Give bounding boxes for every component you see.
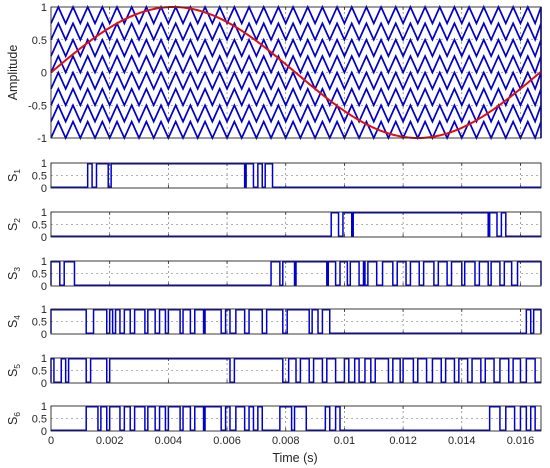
y-tick-label: -0.5 [28, 100, 47, 112]
axes-frame [50, 211, 542, 238]
y-axis-label-S3: S3 [6, 267, 22, 280]
y-tick-label: 1 [41, 207, 47, 219]
x-tick-label: 0.012 [389, 435, 417, 447]
carrier-7 [50, 21, 542, 43]
carrier-4 [50, 70, 542, 92]
switch-signal-S6 [51, 405, 541, 432]
x-tick-label: 0 [48, 435, 54, 447]
y-axis-label-subscript: 2 [12, 218, 22, 223]
switch-signal-S2 [51, 211, 541, 238]
axes-frame [50, 405, 542, 432]
switch-signal-S4 [50, 308, 542, 335]
y-tick-label: 1 [41, 256, 47, 268]
subplot-S5: 00.51 S5 [6, 353, 542, 390]
y-axis-label-subscript: 1 [12, 169, 22, 174]
y-tick-label: 0 [41, 281, 47, 293]
y-tick-label: 1 [41, 401, 47, 413]
carrier-2 [50, 103, 542, 124]
y-tick-label: 1 [41, 2, 47, 14]
x-axis-label: Time (s) [272, 451, 317, 465]
reference-sine [50, 5, 542, 139]
y-tick-label: 1 [41, 304, 47, 316]
y-tick-label: 0 [41, 329, 47, 341]
x-tick-label: 0.008 [272, 435, 300, 447]
subplot-S3: 00.51 S3 [6, 256, 542, 293]
x-tick-label: 0.004 [155, 435, 183, 447]
x-tick-label: 0.002 [96, 435, 124, 447]
y-tick-label: 0.5 [32, 269, 47, 281]
y-tick-label: 0.5 [32, 366, 47, 378]
axes-frame [50, 162, 542, 189]
axes-frame [50, 308, 542, 335]
subplot-carriers: -1 -0.5 0 0.5 1 Amplitude [6, 2, 542, 145]
switch-signal-S5 [50, 357, 541, 384]
subplot-S2: 00.51 S2 [6, 207, 542, 244]
y-tick-label: 1 [41, 158, 47, 170]
y-tick-label: 0 [41, 183, 47, 195]
y-tick-label: 0 [41, 232, 47, 244]
carrier-6 [50, 37, 542, 59]
y-axis-label-S4: S4 [6, 315, 22, 328]
y-tick-label: 1 [41, 353, 47, 365]
switch-signal-S3 [50, 260, 542, 287]
axes-frame [50, 260, 542, 287]
y-tick-label: 0 [41, 378, 47, 390]
y-tick-label: 0 [41, 426, 47, 438]
carrier-5 [50, 54, 542, 75]
x-tick-label: 0.016 [507, 435, 535, 447]
carrier-8 [50, 4, 542, 26]
x-tick-label: 0.006 [213, 435, 241, 447]
figure-plots: -1-0.500.51Amplitude00.51S100.51S200.51S… [6, 2, 542, 447]
y-tick-label: 0.5 [32, 171, 47, 183]
x-tick-label: 0.014 [448, 435, 476, 447]
y-axis-label: Amplitude [6, 45, 20, 101]
y-axis-label-subscript: 4 [12, 315, 22, 320]
subplot-S4: 00.51 S4 [6, 304, 542, 341]
y-tick-label: 0.5 [32, 220, 47, 232]
axes-frame [50, 357, 542, 384]
y-tick-label: 0.5 [32, 35, 47, 47]
switch-signal-S1 [51, 162, 541, 189]
x-tick-label: 0.01 [334, 435, 355, 447]
y-axis-label-subscript: 3 [12, 267, 22, 272]
y-axis-label-S6: S6 [6, 412, 22, 425]
y-axis-label-subscript: 6 [12, 412, 22, 417]
y-tick-label: 0.5 [32, 414, 47, 426]
subplot-S6: 00.51 S6 0 0.002 0.004 0.006 0.008 0.01 0.012 0.0… [6, 401, 542, 447]
y-tick-label: -1 [37, 133, 47, 145]
y-tick-label: 0.5 [32, 317, 47, 329]
y-axis-label-S1: S1 [6, 169, 22, 182]
y-axis-label-S5: S5 [6, 364, 22, 377]
y-axis-label-subscript: 5 [12, 364, 22, 369]
axes-frame [50, 6, 542, 139]
y-axis-label-S2: S2 [6, 218, 22, 231]
carrier-3 [50, 86, 542, 108]
y-tick-label: 0 [41, 68, 47, 80]
